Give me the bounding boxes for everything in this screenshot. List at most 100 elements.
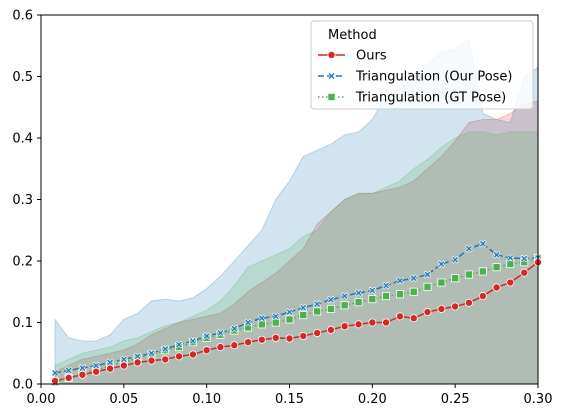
data-point <box>326 325 335 334</box>
data-point <box>409 314 418 323</box>
data-point <box>520 254 529 263</box>
data-point <box>368 318 377 327</box>
data-point <box>161 355 170 364</box>
data-point <box>78 364 87 372</box>
data-point <box>271 312 280 321</box>
y-tick-label: 0.1 <box>12 316 33 331</box>
legend: Method Ours Triangulation (Our Pose) Trian… <box>310 20 534 110</box>
data-point <box>202 346 211 355</box>
data-point <box>464 270 473 279</box>
data-point <box>437 278 446 287</box>
legend-label: Triangulation (GT Pose) <box>355 91 506 106</box>
x-axis: 0.00 0.05 0.10 0.15 0.20 0.25 0.30 <box>27 384 553 407</box>
confidence-bands <box>54 38 538 384</box>
data-point <box>285 308 294 316</box>
y-tick-label: 0.3 <box>12 193 33 208</box>
data-point <box>492 263 501 272</box>
data-point <box>92 361 100 370</box>
x-tick-label: 0.30 <box>524 392 553 407</box>
data-point <box>354 289 363 297</box>
data-point <box>106 364 115 373</box>
legend-entry: Triangulation (GT Pose) <box>318 91 506 106</box>
data-point <box>506 260 515 269</box>
data-point <box>506 278 515 287</box>
data-point <box>382 281 390 290</box>
data-point <box>354 320 363 329</box>
data-point <box>520 268 529 277</box>
data-point <box>244 338 253 347</box>
data-point <box>244 318 252 327</box>
data-point <box>202 332 211 340</box>
data-point <box>492 251 501 259</box>
data-point <box>409 287 418 296</box>
band-2 <box>54 38 538 384</box>
data-point <box>368 286 377 295</box>
data-point <box>147 349 156 358</box>
y-axis: 0.0 0.1 0.2 0.3 0.4 0.5 0.6 <box>12 9 41 393</box>
data-point <box>133 352 142 361</box>
x-tick-label: 0.00 <box>27 392 56 407</box>
data-point <box>396 276 404 285</box>
data-point <box>271 333 280 342</box>
data-point <box>340 322 349 331</box>
data-point <box>395 290 404 299</box>
data-point <box>133 358 142 367</box>
data-point <box>395 312 404 321</box>
data-point <box>161 345 170 353</box>
data-point <box>423 282 432 291</box>
legend-entry: Ours <box>318 49 387 64</box>
y-tick-label: 0.2 <box>12 255 33 270</box>
band-1 <box>54 100 538 384</box>
data-point <box>285 334 294 343</box>
series-1-points <box>51 258 543 385</box>
legend-swatch-marker <box>327 93 336 102</box>
data-point <box>423 270 432 279</box>
data-point <box>120 355 128 364</box>
y-tick-label: 0.5 <box>12 70 33 85</box>
data-point <box>106 358 114 367</box>
data-point <box>230 324 239 333</box>
data-point <box>189 337 197 345</box>
data-point <box>313 300 321 308</box>
data-point <box>451 274 460 283</box>
data-point <box>175 352 184 361</box>
data-point <box>409 274 418 283</box>
y-tick-label: 0.6 <box>12 9 33 24</box>
legend-entry: Triangulation (Our Pose) <box>318 70 513 85</box>
legend-entries: Ours Triangulation (Our Pose) Triangulatio… <box>318 49 513 106</box>
data-point <box>216 329 225 337</box>
data-point <box>313 307 322 316</box>
legend-label: Ours <box>356 49 387 64</box>
data-point <box>257 320 266 329</box>
data-point <box>313 328 322 337</box>
data-point <box>51 376 60 385</box>
data-point <box>64 366 73 375</box>
data-point <box>451 255 459 264</box>
data-point <box>175 340 183 349</box>
data-point <box>216 343 225 352</box>
data-point <box>285 315 294 324</box>
data-point <box>119 361 128 370</box>
data-point <box>78 370 87 379</box>
data-point <box>257 335 266 344</box>
data-point <box>258 314 266 323</box>
data-point <box>299 303 308 312</box>
data-point <box>465 244 473 253</box>
data-point <box>327 295 335 304</box>
data-point <box>64 373 73 382</box>
data-point <box>92 367 101 376</box>
legend-title: Method <box>328 28 377 43</box>
data-point <box>299 311 308 320</box>
data-point <box>464 298 473 307</box>
data-point <box>492 283 501 292</box>
data-point <box>437 260 446 268</box>
data-point <box>51 369 59 377</box>
x-tick-label: 0.05 <box>109 392 138 407</box>
x-tick-label: 0.15 <box>275 392 304 407</box>
data-point <box>299 332 308 341</box>
data-point <box>478 267 487 276</box>
data-point <box>506 254 515 262</box>
x-tick-label: 0.10 <box>192 392 221 407</box>
data-point <box>478 292 487 301</box>
